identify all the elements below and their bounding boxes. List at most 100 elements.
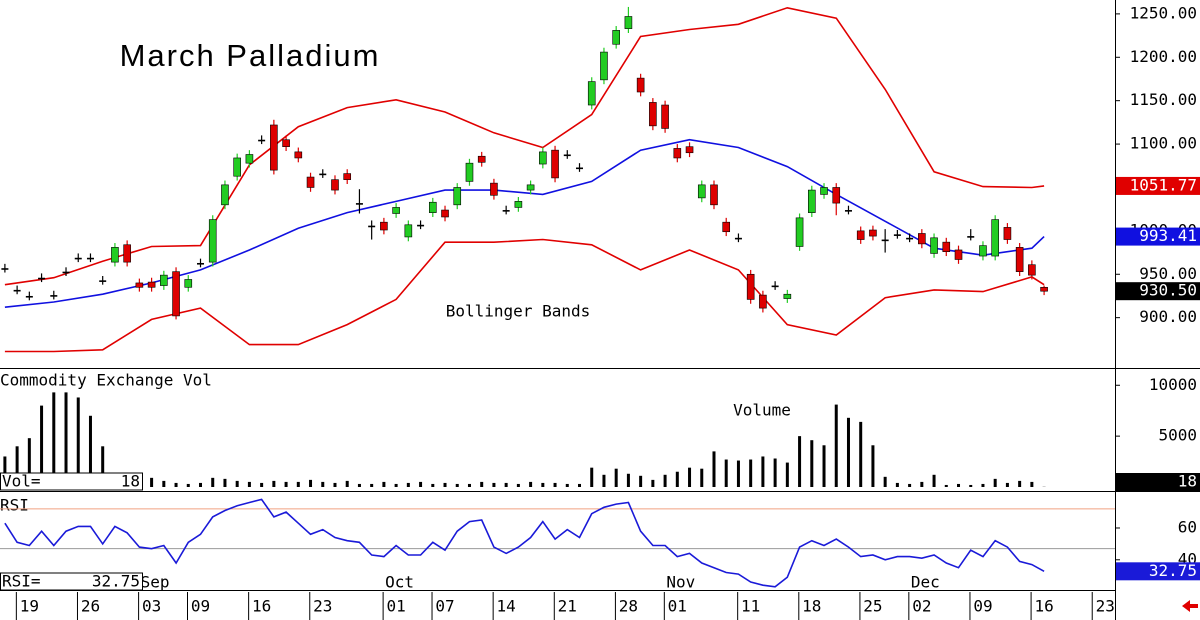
candle-body xyxy=(710,184,718,206)
volume-bar xyxy=(981,483,985,487)
candle-body xyxy=(893,234,901,236)
x-tick-label: 03 xyxy=(142,597,161,616)
value-box xyxy=(1116,562,1200,581)
x-tick-label: 16 xyxy=(252,597,271,616)
annotation: Bollinger Bands xyxy=(446,302,591,321)
y-tick-label: 900.00 xyxy=(1139,307,1197,326)
candle-body xyxy=(587,81,596,106)
value-box xyxy=(1116,473,1200,491)
x-tick-label: 01 xyxy=(386,597,405,616)
volume-bar xyxy=(688,467,692,487)
value-box xyxy=(1116,282,1200,301)
candle-body xyxy=(441,209,449,218)
candle-body xyxy=(233,157,241,177)
x-tick-label: 18 xyxy=(802,597,821,616)
candle-body xyxy=(74,257,82,260)
candle-body xyxy=(465,162,474,182)
candle-body xyxy=(319,173,327,176)
panel-title: RSI xyxy=(0,496,29,515)
volume-bar xyxy=(883,476,887,487)
value-box-label: 18 xyxy=(1178,472,1197,491)
readout-value: 32.75 xyxy=(92,572,140,591)
candle-body xyxy=(636,77,645,93)
candle-body xyxy=(832,187,841,204)
volume-bar xyxy=(798,436,802,487)
volume-bar xyxy=(614,468,618,487)
candle-body xyxy=(661,104,669,129)
candle-body xyxy=(221,184,229,206)
volume-bar xyxy=(675,471,679,487)
volume-bar xyxy=(3,456,7,487)
volume-bar xyxy=(516,483,520,487)
x-tick-label: 09 xyxy=(973,597,992,616)
volume-bar xyxy=(969,484,973,487)
volume-bar xyxy=(321,481,325,487)
readout-value: 18 xyxy=(121,472,140,491)
volume-bar xyxy=(211,477,215,487)
x-tick-label: 28 xyxy=(619,597,638,616)
volume-bar xyxy=(27,438,31,487)
candle-body xyxy=(918,233,926,245)
y-tick-label: 60 xyxy=(1178,517,1197,536)
volume-bar xyxy=(1018,480,1022,487)
volume-bar xyxy=(76,397,80,487)
candle-body xyxy=(722,221,731,233)
scroll-arrow[interactable] xyxy=(1182,600,1198,612)
volume-bar xyxy=(553,482,557,487)
volume-bar xyxy=(602,474,606,487)
candle-body xyxy=(428,201,437,213)
candle-body xyxy=(649,102,657,127)
candle-body xyxy=(844,210,852,212)
candle-body xyxy=(306,176,315,188)
candle-body xyxy=(160,274,168,286)
candle-body xyxy=(50,295,58,297)
candle-body xyxy=(208,219,217,263)
volume-bar xyxy=(761,456,765,487)
volume-bar xyxy=(431,483,435,487)
volume-bar xyxy=(467,483,471,487)
volume-bar xyxy=(150,477,154,487)
candle-body xyxy=(979,245,987,257)
volume-bar xyxy=(64,392,68,487)
candle-body xyxy=(62,271,70,274)
month-label: Dec xyxy=(911,573,940,592)
value-box-label: 993.41 xyxy=(1139,226,1197,245)
volume-bar xyxy=(529,481,533,487)
volume-bar xyxy=(810,440,814,487)
volume-bar xyxy=(174,482,178,487)
candle-body xyxy=(502,210,510,212)
volume-bar xyxy=(1005,482,1009,487)
x-tick-label: 19 xyxy=(20,597,39,616)
value-box-label: 32.75 xyxy=(1149,561,1197,580)
candle-body xyxy=(954,249,963,260)
volume-bar xyxy=(712,451,716,487)
volume-bar xyxy=(773,458,777,487)
volume-bar xyxy=(406,482,410,487)
candle-body xyxy=(746,273,755,300)
volume-bar xyxy=(40,405,44,487)
candle-body xyxy=(795,217,804,247)
candle-body xyxy=(258,139,266,142)
volume-bar xyxy=(700,468,704,487)
candle-body xyxy=(172,271,180,317)
value-box xyxy=(1116,227,1200,246)
volume-bar xyxy=(626,473,630,487)
volume-bar xyxy=(578,483,582,487)
volume-bar xyxy=(162,480,166,487)
volume-bar xyxy=(370,483,374,487)
candle-body xyxy=(1028,264,1036,276)
candle-body xyxy=(331,179,339,191)
candle-body xyxy=(355,203,363,205)
candle-body xyxy=(245,154,254,164)
candle-body xyxy=(404,224,413,238)
candle-body xyxy=(111,247,119,263)
volume-bar xyxy=(920,481,924,487)
candle-body xyxy=(123,244,131,263)
candle-body xyxy=(734,237,742,240)
candle-body xyxy=(1040,286,1048,292)
candle-body xyxy=(25,295,33,298)
volume-bar xyxy=(333,482,337,487)
volume-bar xyxy=(394,483,398,487)
